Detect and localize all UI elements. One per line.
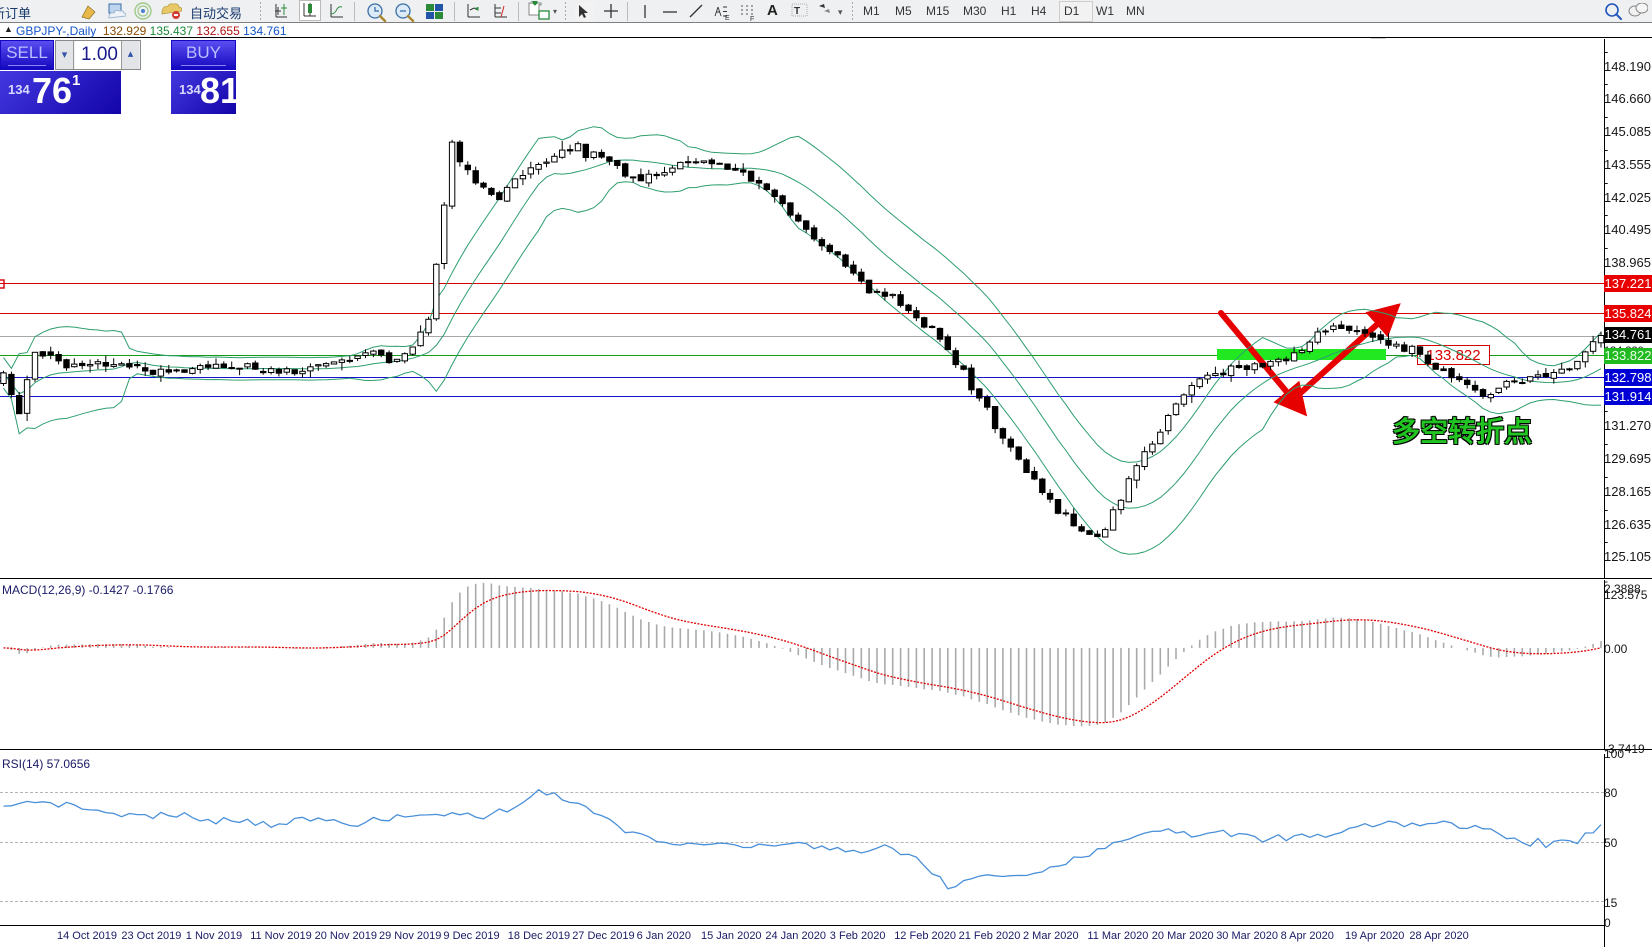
svg-text:E: E <box>725 15 730 21</box>
svg-text:T: T <box>794 6 800 17</box>
svg-text:F: F <box>750 16 754 21</box>
